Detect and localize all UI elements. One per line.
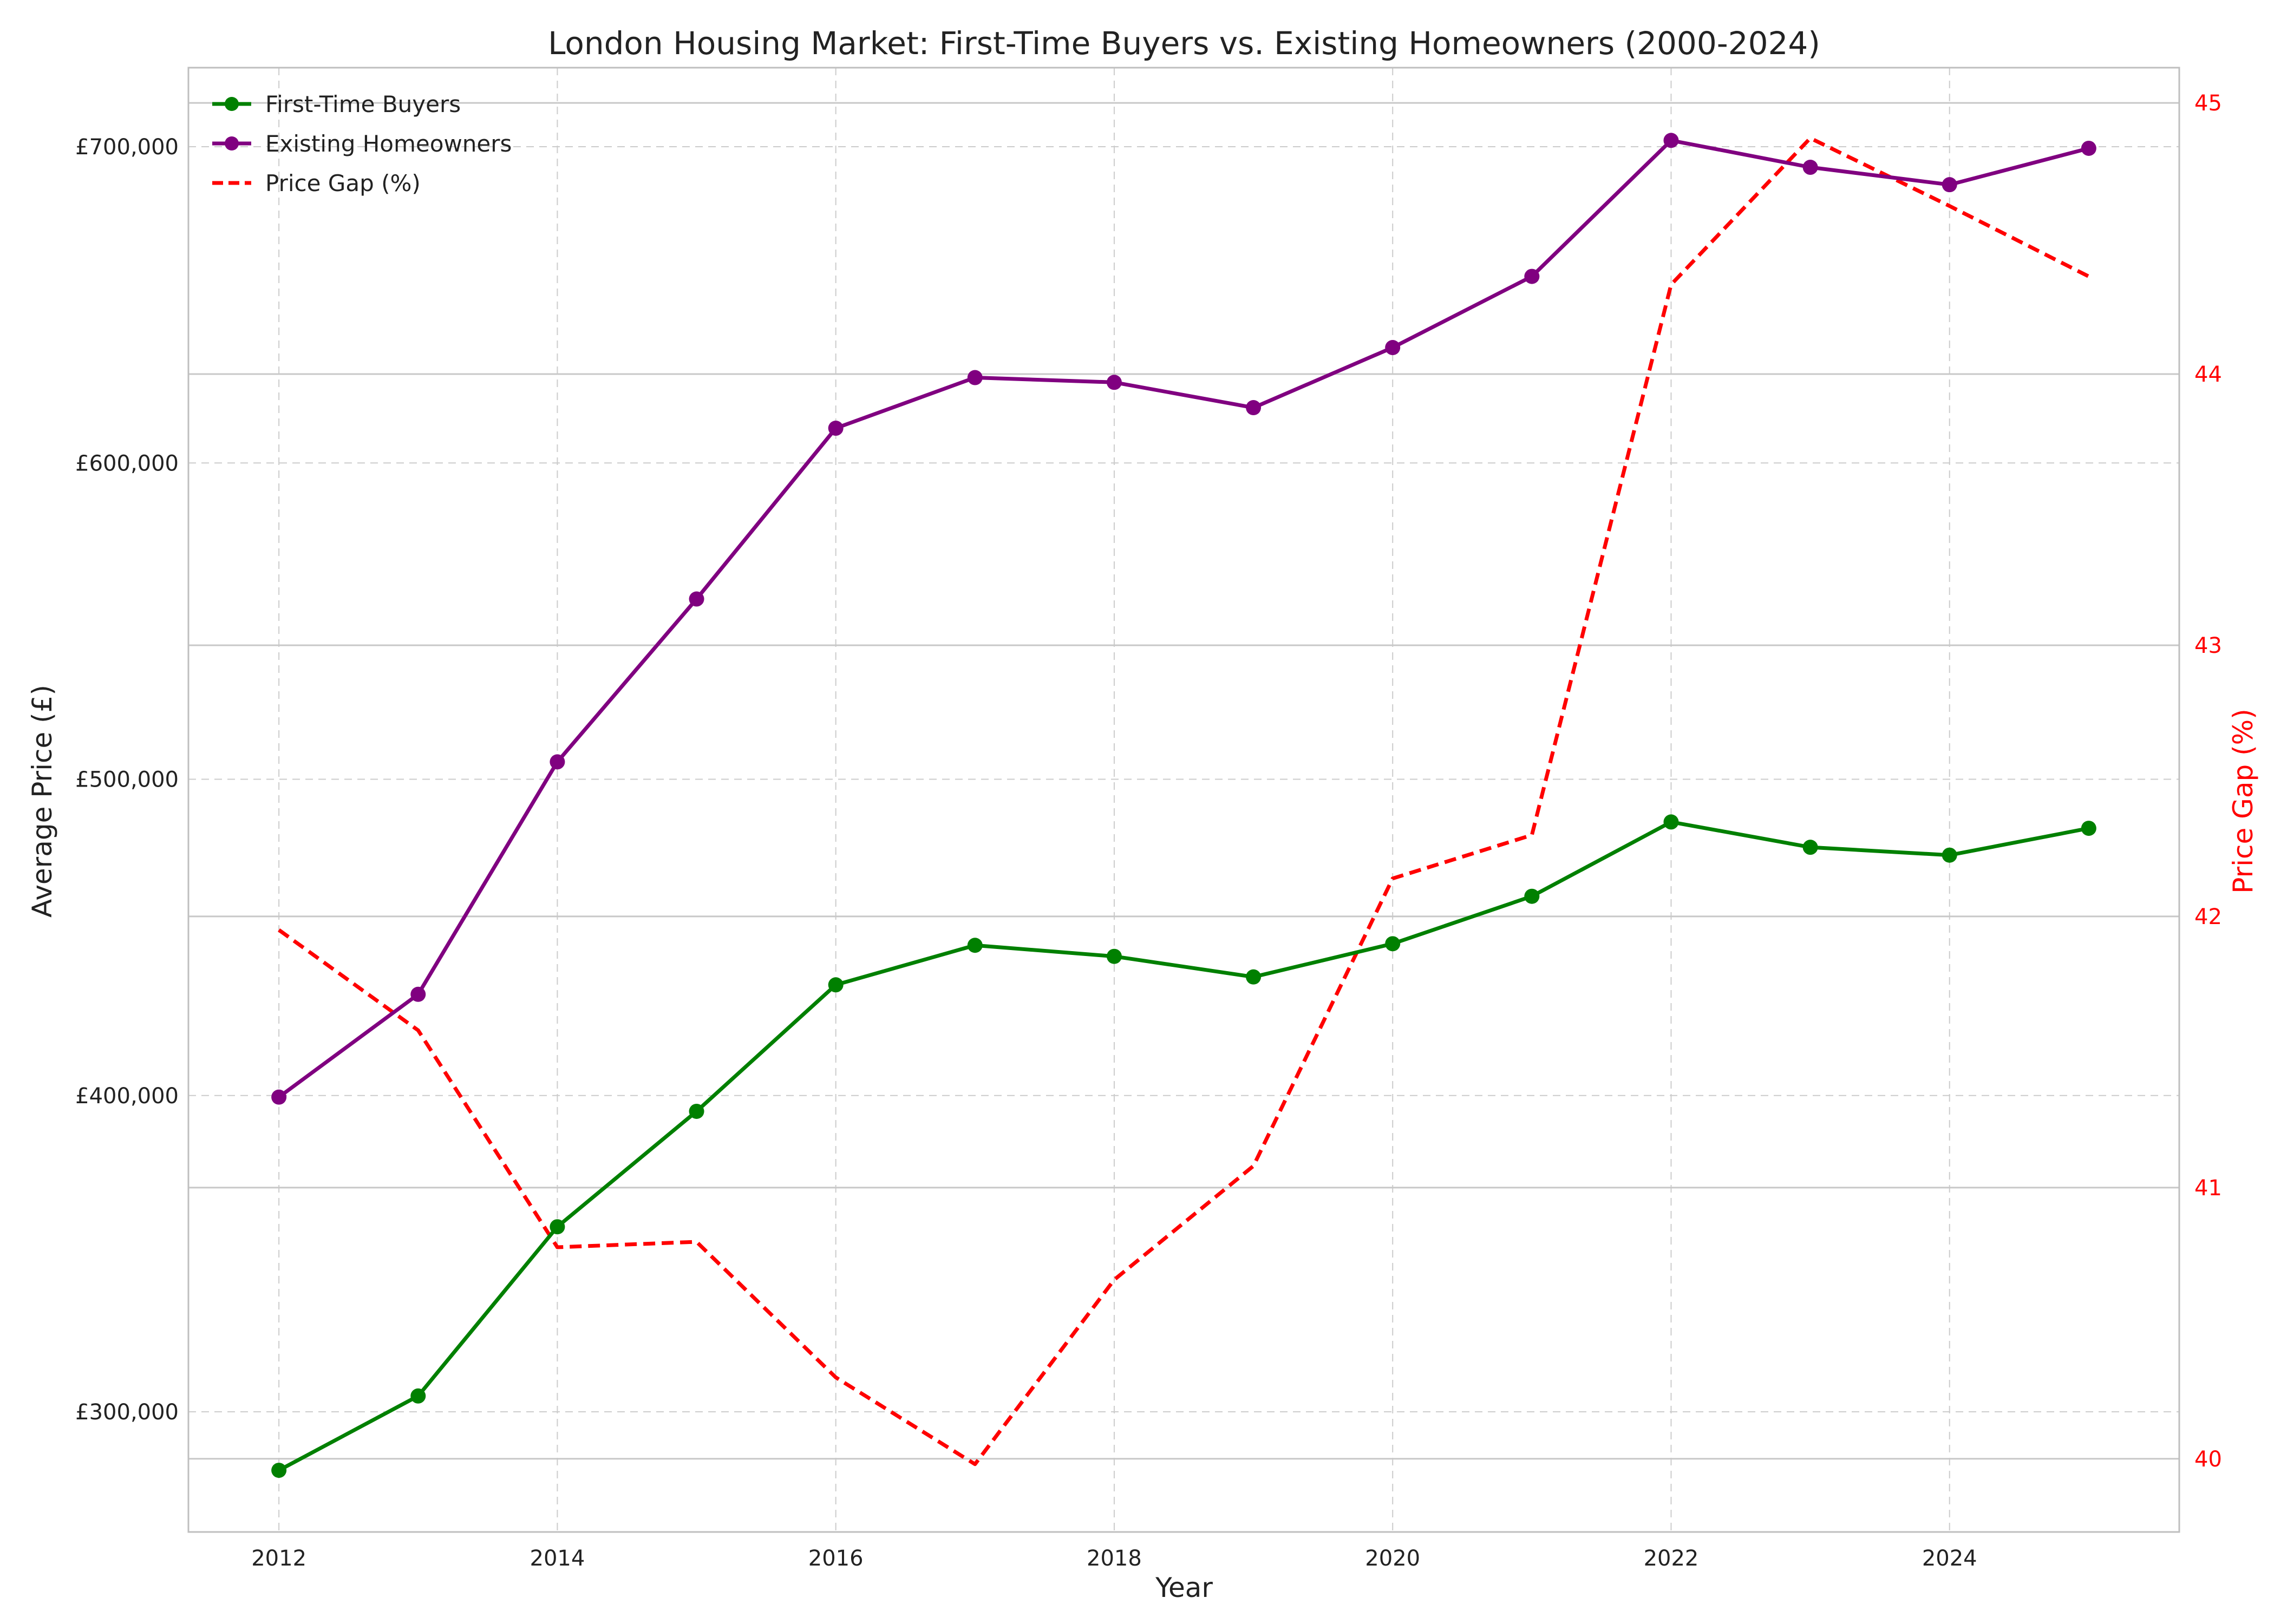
y-tick-label: £500,000	[75, 768, 179, 793]
data-point-first-time-buyers	[828, 977, 844, 993]
series-line-first-time-buyers	[278, 820, 2089, 1472]
data-point-existing-homeowners	[828, 421, 844, 436]
legend-label-existing-homeowners: Existing Homeowners	[265, 130, 512, 157]
y2-tick-label: 41	[2194, 1176, 2222, 1201]
legend-label-price-gap: Price Gap (%)	[265, 170, 421, 197]
y2-tick-label: 43	[2194, 633, 2222, 658]
data-point-first-time-buyers	[1524, 888, 1540, 904]
data-point-existing-homeowners	[1802, 160, 1818, 175]
legend-marker-existing-homeowners	[225, 136, 239, 150]
data-point-existing-homeowners	[1385, 340, 1401, 356]
y2-tick-label: 42	[2194, 905, 2222, 929]
data-point-first-time-buyers	[2081, 821, 2096, 836]
x-gridlines	[278, 68, 1950, 1532]
x-tick-label: 2020	[1365, 1546, 1420, 1571]
data-point-first-time-buyers	[1106, 948, 1122, 964]
x-tick-label: 2012	[251, 1546, 306, 1571]
y-tick-label: £700,000	[75, 135, 179, 160]
data-point-first-time-buyers	[550, 1219, 565, 1235]
plot-frame	[187, 67, 2180, 1533]
data-point-existing-homeowners	[1246, 400, 1262, 416]
y2-axis-title: Price Gap (%)	[2227, 709, 2259, 893]
data-point-first-time-buyers	[967, 938, 983, 953]
data-point-existing-homeowners	[271, 1089, 287, 1105]
y2-tick-label: 45	[2194, 91, 2222, 116]
data-point-existing-homeowners	[2081, 140, 2096, 156]
y-tick-label: £300,000	[75, 1400, 179, 1425]
y-gridlines	[188, 146, 2179, 1412]
data-point-first-time-buyers	[1246, 969, 1262, 985]
y-tick-label: £600,000	[75, 451, 179, 476]
data-point-first-time-buyers	[689, 1103, 704, 1119]
y-axis-title: Average Price (£)	[27, 685, 58, 918]
y-tick-labels: £300,000 £400,000 £500,000 £600,000 £700,000	[75, 135, 179, 1425]
data-point-existing-homeowners	[1663, 133, 1679, 148]
series-line-price-gap	[278, 136, 2090, 1466]
data-point-existing-homeowners	[967, 370, 983, 385]
y-tick-label: £400,000	[75, 1084, 179, 1109]
chart-title: London Housing Market: First-Time Buyers…	[548, 25, 1820, 62]
x-tick-label: 2014	[530, 1546, 585, 1571]
data-point-first-time-buyers	[1385, 936, 1401, 952]
series-layer	[271, 133, 2096, 1478]
x-axis-title: Year	[1155, 1572, 1213, 1603]
data-point-existing-homeowners	[1106, 375, 1122, 390]
x-tick-labels: 2012 2014 2016 2018 2020 2022 2024	[251, 1546, 1977, 1571]
y2-tick-label: 40	[2194, 1447, 2222, 1472]
x-tick-label: 2018	[1087, 1546, 1142, 1571]
legend-label-first-time-buyers: First-Time Buyers	[265, 91, 461, 117]
data-point-existing-homeowners	[410, 986, 426, 1002]
x-tick-label: 2022	[1644, 1546, 1699, 1571]
data-point-existing-homeowners	[1524, 269, 1540, 284]
y2-tick-label: 44	[2194, 362, 2222, 387]
data-point-existing-homeowners	[1942, 177, 1957, 193]
legend-marker-first-time-buyers	[225, 97, 239, 111]
data-point-existing-homeowners	[689, 591, 704, 607]
data-point-first-time-buyers	[271, 1463, 287, 1478]
data-point-first-time-buyers	[1663, 814, 1679, 830]
x-tick-label: 2024	[1922, 1546, 1977, 1571]
x-tick-label: 2016	[808, 1546, 864, 1571]
data-point-existing-homeowners	[550, 754, 565, 770]
series-line-existing-homeowners	[278, 138, 2089, 1099]
data-point-first-time-buyers	[410, 1388, 426, 1404]
legend: First-Time Buyers Existing Homeowners Pric…	[212, 91, 512, 197]
data-point-first-time-buyers	[1802, 840, 1818, 855]
data-point-first-time-buyers	[1942, 847, 1957, 863]
y2-tick-labels: 40 41 42 43 44 45	[2194, 91, 2222, 1472]
